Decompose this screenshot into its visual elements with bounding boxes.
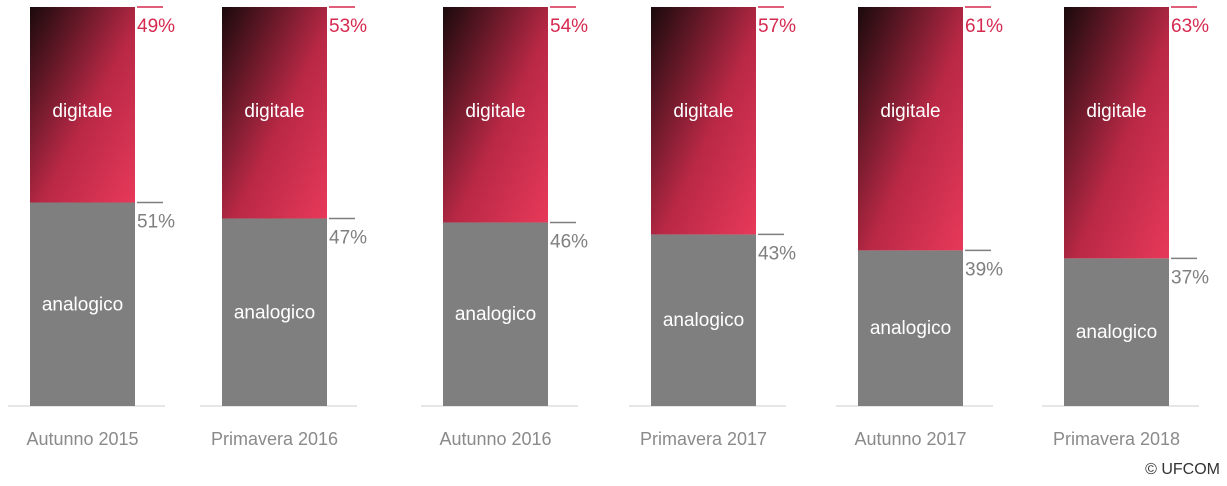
value-label: 37% [1171,267,1209,288]
value-label: 47% [329,227,367,248]
segment-label: analogico [870,318,951,339]
value-label: 57% [758,16,796,37]
segment-label: analogico [1076,322,1157,343]
segment-label: analogico [234,302,315,323]
value-label: 53% [329,16,367,37]
bar-segment [858,250,963,406]
bar-segment [443,222,548,406]
x-tick-label: Primavera 2016 [211,429,338,449]
segment-label: digitale [465,101,525,122]
value-label: 61% [965,16,1003,37]
segment-label: digitale [244,101,304,122]
bar-segment [858,7,963,251]
bar-segment [443,7,548,223]
segment-label: digitale [52,101,112,122]
segment-label: digitale [880,101,940,122]
value-label: 46% [550,231,588,252]
bar-segment [222,218,327,406]
value-label: 54% [550,16,588,37]
x-tick-label: Primavera 2018 [1053,429,1180,449]
value-label: 51% [137,212,175,233]
bar-segment [1064,7,1169,259]
value-label: 39% [965,259,1003,280]
bar-segment [1064,258,1169,406]
x-tick-label: Autunno 2016 [439,429,551,449]
bar-segment [30,202,135,406]
segment-label: analogico [663,310,744,331]
x-tick-label: Autunno 2017 [854,429,966,449]
bar-segment [30,7,135,203]
value-label: 63% [1171,16,1209,37]
segment-label: digitale [673,101,733,122]
bar-segment [651,234,756,406]
x-tick-label: Primavera 2017 [640,429,767,449]
x-tick-label: Autunno 2015 [26,429,138,449]
value-label: 49% [137,16,175,37]
bar-segment [222,7,327,219]
source: © UFCOM [1145,461,1220,478]
segment-label: digitale [1086,101,1146,122]
segment-label: analogico [42,294,123,315]
value-label: 43% [758,243,796,264]
segment-label: analogico [455,304,536,325]
bar-segment [651,7,756,235]
